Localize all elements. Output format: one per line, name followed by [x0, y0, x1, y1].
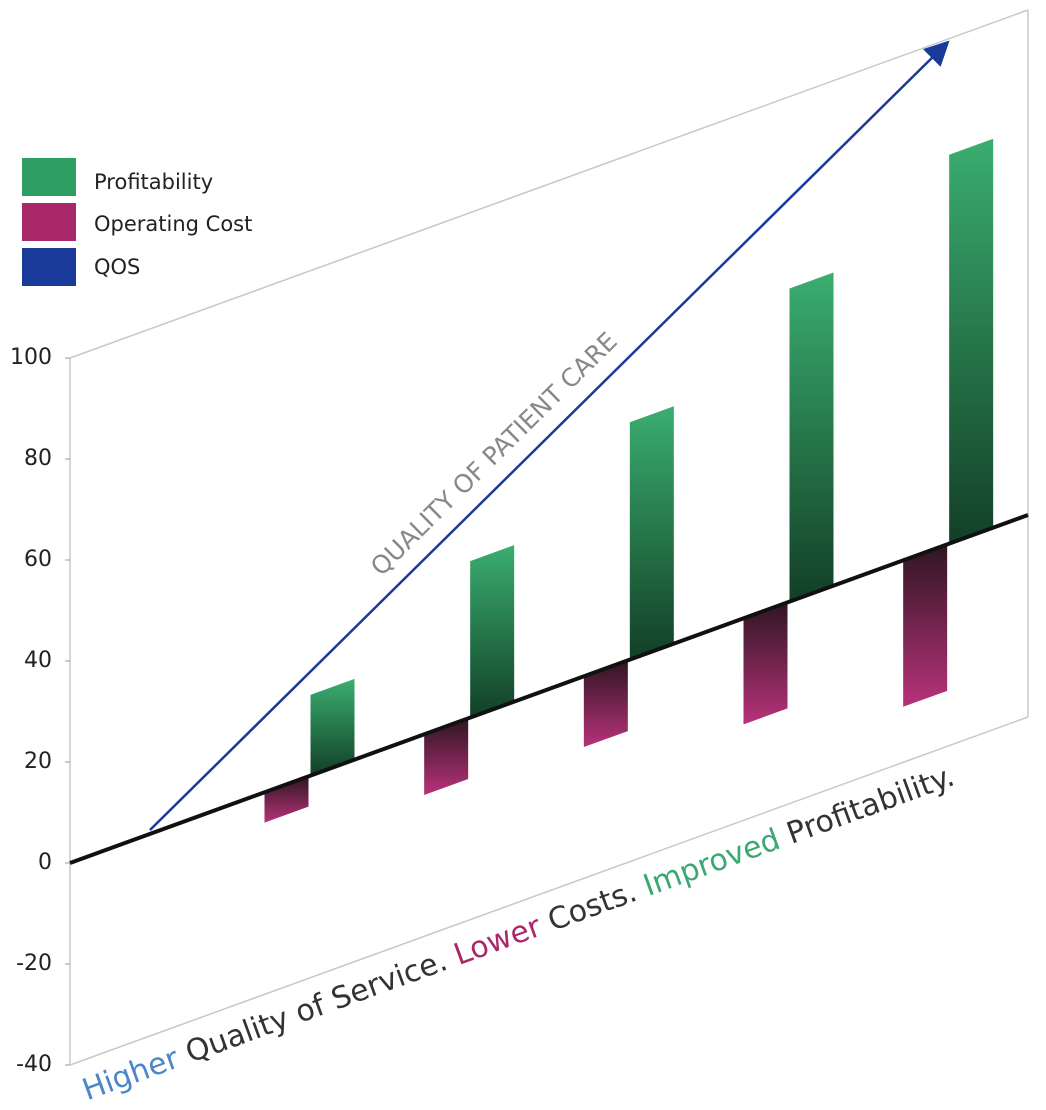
trend-arrow: [149, 40, 950, 831]
bar: [424, 718, 469, 795]
legend-label: Operating Cost: [94, 212, 252, 236]
caption-part: Profitability.: [782, 758, 959, 851]
caption-part: Higher: [78, 1040, 184, 1107]
caption-part: Improved: [639, 822, 785, 904]
bar: [743, 602, 788, 725]
y-tick-label: 60: [24, 547, 52, 572]
legend-label: QOS: [94, 255, 140, 279]
legend-swatch: [22, 248, 76, 286]
caption-part: Costs.: [543, 874, 641, 938]
trend-label: QUALITY OF PATIENT CARE: [365, 326, 623, 581]
bar: [470, 545, 515, 718]
baseline: [69, 513, 1029, 865]
y-tick-label: -40: [16, 1052, 52, 1077]
frame-line: [69, 716, 1029, 1066]
caption-part: Lower: [449, 908, 546, 972]
y-tick-label: 20: [24, 749, 52, 774]
legend-swatch: [22, 158, 76, 196]
frame-line: [69, 9, 1029, 359]
bar: [264, 776, 309, 823]
y-tick-label: 40: [24, 648, 52, 673]
frame: [69, 9, 1029, 1066]
y-tick-label: 100: [10, 345, 52, 370]
legend-swatch: [22, 203, 76, 241]
caption-part: Quality of Service.: [181, 943, 452, 1070]
y-tick-label: 0: [38, 850, 52, 875]
bar: [629, 406, 674, 660]
bar: [583, 660, 628, 748]
bar: [789, 272, 834, 602]
bar: [903, 544, 948, 707]
bar: [949, 138, 994, 544]
bar: [310, 678, 355, 776]
legend: Profitability Operating Cost QOS: [22, 158, 252, 286]
y-tick-label: -20: [16, 951, 52, 976]
legend-label: Profitability: [94, 170, 213, 194]
y-tick-label: 80: [24, 446, 52, 471]
